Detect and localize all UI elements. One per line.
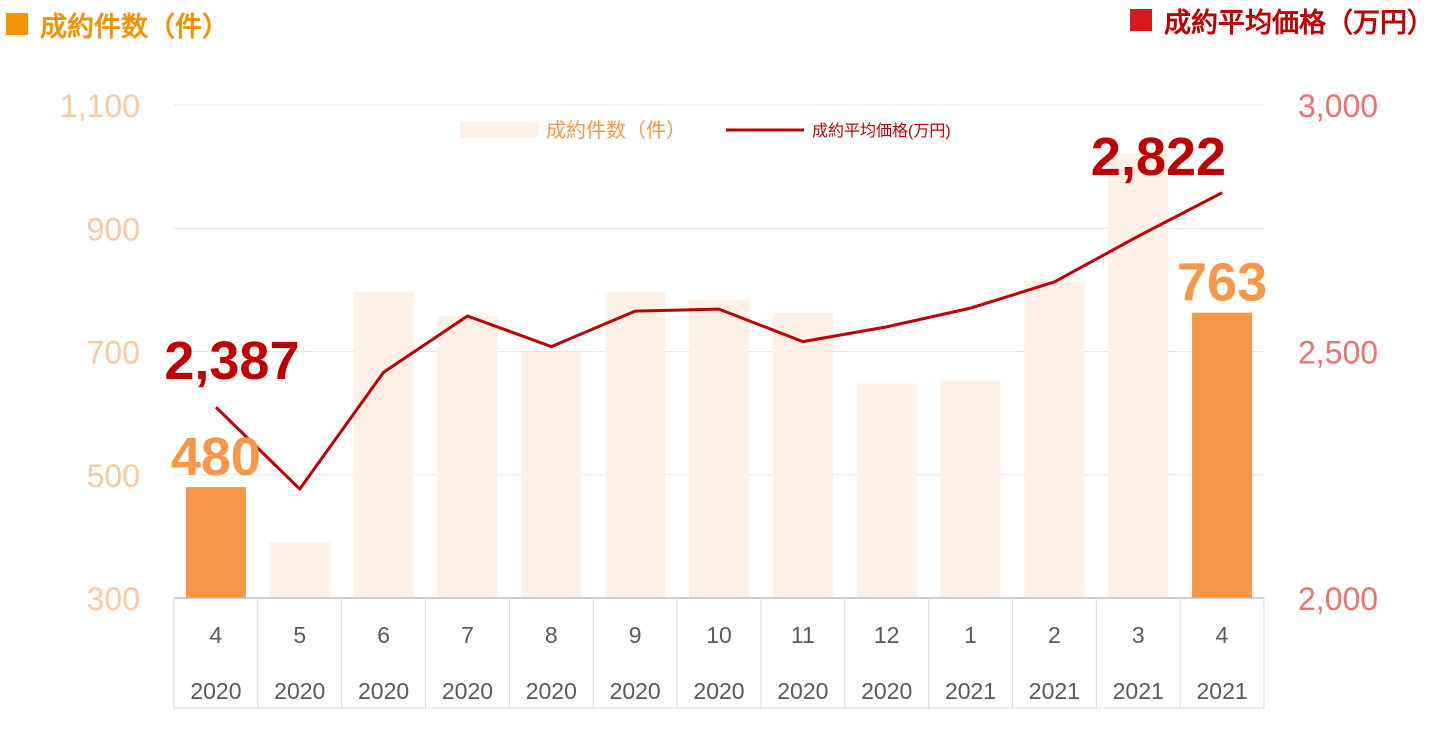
right-axis-tick-label: 2,500 bbox=[1298, 335, 1378, 371]
axes: 300 500 700 900 1,100 2,000 2,500 3,000 4 2020 5 20… bbox=[60, 88, 1378, 709]
x-tick-month: 4 bbox=[210, 622, 223, 648]
bar bbox=[605, 292, 666, 598]
bar bbox=[521, 352, 582, 598]
x-tick-year: 2020 bbox=[442, 678, 493, 704]
bar bbox=[689, 300, 749, 598]
bar bbox=[437, 315, 498, 598]
left-axis-tick-label: 700 bbox=[87, 335, 140, 371]
x-tick-year: 2020 bbox=[274, 678, 325, 704]
right-title-text: 成約平均価格（万円） bbox=[1164, 7, 1434, 39]
x-tick-year: 2020 bbox=[610, 678, 661, 704]
x-tick-year: 2021 bbox=[1196, 678, 1247, 704]
bar bbox=[1108, 153, 1169, 598]
x-tick-month: 10 bbox=[706, 622, 732, 648]
bar bbox=[940, 380, 1001, 598]
x-tick-year: 2021 bbox=[945, 678, 996, 704]
right-axis-tick-label: 3,000 bbox=[1298, 88, 1378, 124]
x-tick-month: 8 bbox=[545, 622, 558, 648]
line-label-first: 2,387 bbox=[164, 331, 299, 391]
x-tick-year: 2021 bbox=[1029, 678, 1080, 704]
legend-bar-label: 成約件数（件） bbox=[546, 119, 686, 142]
bar bbox=[353, 292, 414, 598]
bar-label-first: 480 bbox=[171, 427, 261, 487]
right-axis-tick-label: 2,000 bbox=[1298, 581, 1378, 617]
x-tick-year: 2020 bbox=[526, 678, 577, 704]
left-title-square-icon bbox=[6, 13, 28, 35]
left-axis-tick-label: 300 bbox=[87, 581, 140, 617]
x-tick-month: 4 bbox=[1216, 622, 1229, 648]
line-label-last: 2,822 bbox=[1091, 127, 1226, 187]
left-title-text: 成約件数（件） bbox=[40, 11, 229, 43]
x-tick-year: 2020 bbox=[777, 678, 828, 704]
x-tick-month: 3 bbox=[1132, 622, 1145, 648]
bar bbox=[772, 313, 833, 598]
bar bbox=[856, 383, 917, 598]
bar bbox=[185, 487, 246, 598]
x-tick-month: 1 bbox=[964, 622, 977, 648]
bar bbox=[1024, 280, 1085, 598]
left-axis-tick-label: 500 bbox=[87, 458, 140, 494]
x-tick-year: 2020 bbox=[358, 678, 409, 704]
x-tick-month: 6 bbox=[377, 622, 390, 648]
right-axis-title: 成約平均価格（万円） bbox=[1130, 0, 1434, 40]
line-series bbox=[214, 191, 1223, 491]
left-axis-tick-label: 1,100 bbox=[60, 88, 140, 124]
bar-series bbox=[185, 153, 1253, 598]
data-labels: 480 763 2,387 2,822 bbox=[164, 127, 1267, 487]
x-tick-month: 12 bbox=[874, 622, 900, 648]
left-axis-tick-label: 900 bbox=[87, 211, 140, 247]
left-axis-title: 成約件数（件） bbox=[6, 4, 229, 44]
legend: 成約件数（件） 成約平均価格(万円) bbox=[460, 119, 951, 142]
x-tick-year: 2021 bbox=[1113, 678, 1164, 704]
right-title-square-icon bbox=[1130, 9, 1152, 31]
price-line bbox=[214, 191, 1223, 491]
legend-bar-swatch bbox=[460, 122, 538, 138]
x-tick-month: 11 bbox=[791, 622, 815, 648]
bar bbox=[269, 541, 330, 598]
bar-label-last: 763 bbox=[1177, 253, 1267, 313]
x-tick-month: 9 bbox=[629, 622, 642, 648]
bar bbox=[1192, 312, 1253, 598]
x-tick-month: 7 bbox=[461, 622, 474, 648]
x-tick-year: 2020 bbox=[693, 678, 744, 704]
x-tick-year: 2020 bbox=[861, 678, 912, 704]
x-tick-year: 2020 bbox=[190, 678, 241, 704]
x-tick-month: 5 bbox=[293, 622, 306, 648]
x-tick-month: 2 bbox=[1048, 622, 1061, 648]
legend-line-label: 成約平均価格(万円) bbox=[812, 122, 951, 140]
